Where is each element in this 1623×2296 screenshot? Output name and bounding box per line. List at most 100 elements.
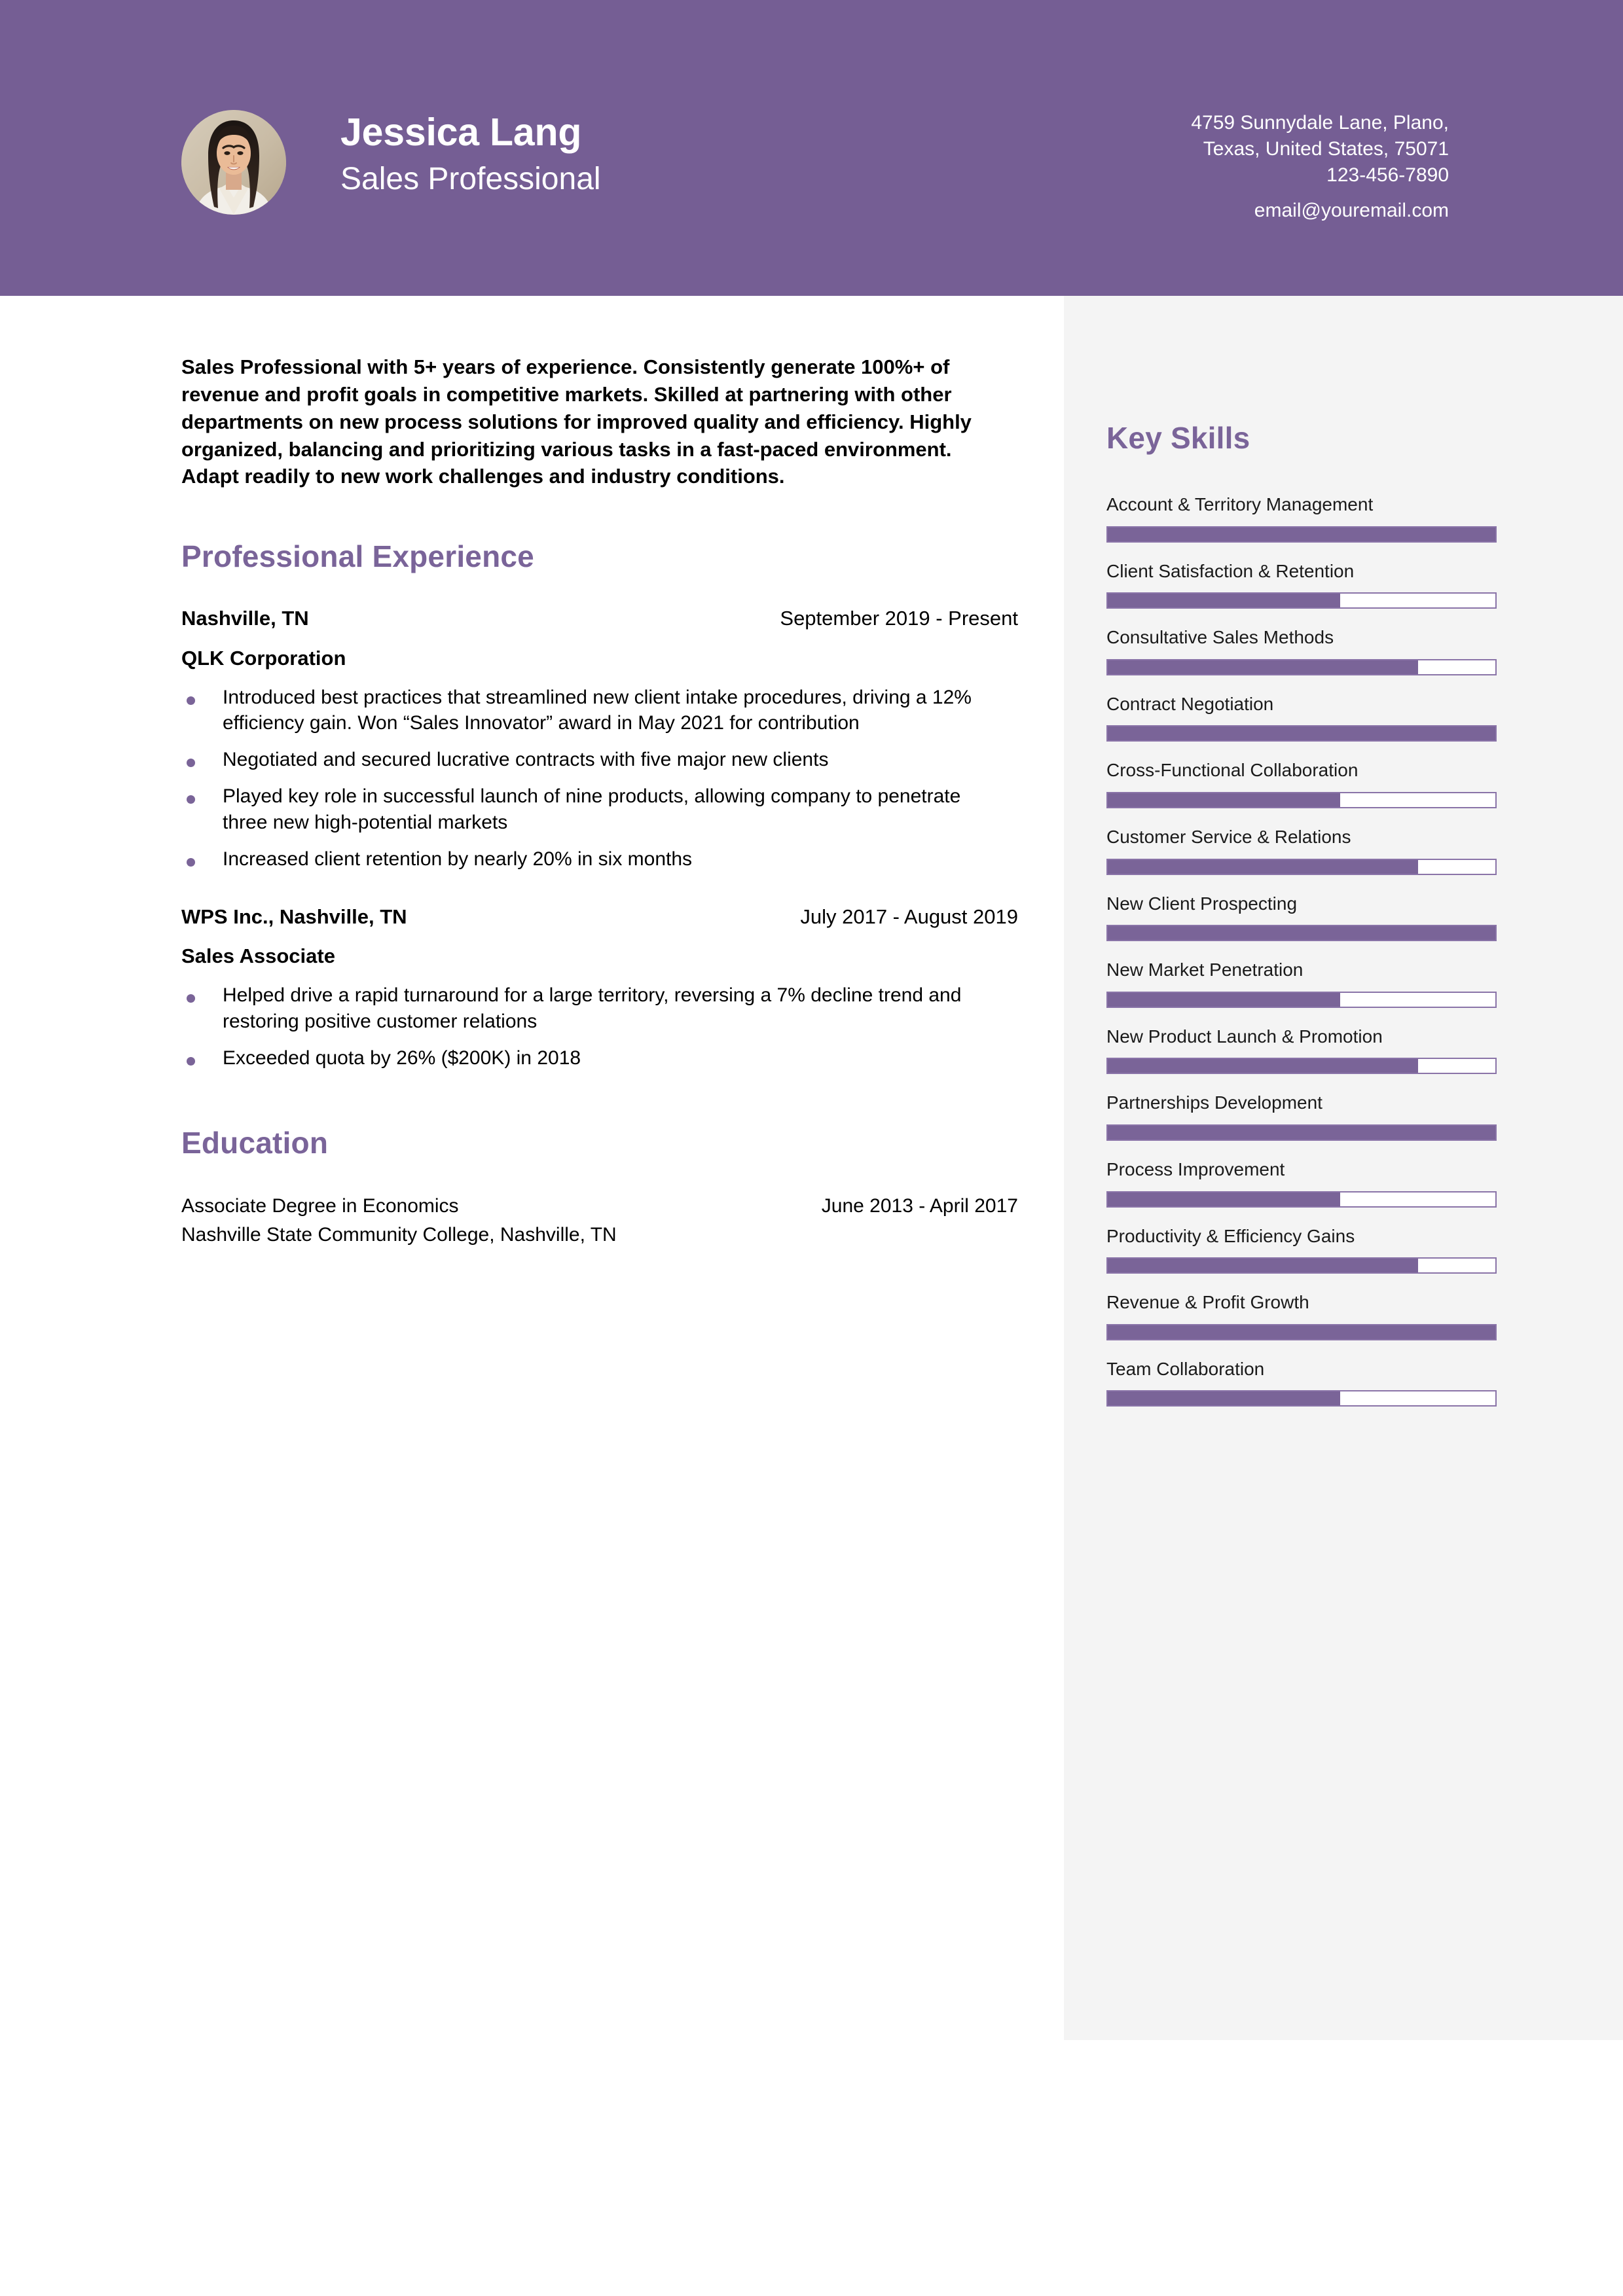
job-header-row: WPS Inc., Nashville, TN July 2017 - Augus… (181, 904, 1018, 930)
skill-item: Productivity & Efficiency Gains (1106, 1225, 1506, 1274)
skill-level-fill (1108, 926, 1495, 941)
list-item: Negotiated and secured lucrative contrac… (181, 747, 993, 773)
skill-label: New Client Prospecting (1106, 893, 1298, 914)
education-entry: Associate Degree in Economics June 2013 -… (181, 1193, 1018, 1248)
skill-level-fill (1108, 1259, 1418, 1273)
skill-label: Team Collaboration (1106, 1358, 1265, 1379)
job-entry: Nashville, TN September 2019 - Present QLK… (181, 605, 1018, 872)
skill-level-bar (1106, 858, 1497, 875)
skill-level-bar (1106, 1323, 1497, 1340)
skill-level-fill (1108, 793, 1341, 807)
skill-level-fill (1108, 594, 1341, 608)
list-item: Played key role in successful launch of … (181, 783, 993, 836)
skill-item: Process Improvement (1106, 1158, 1506, 1208)
skill-level-fill (1108, 1059, 1418, 1073)
job-dates: September 2019 - Present (780, 607, 1018, 630)
address-line-1: 4759 Sunnydale Lane, Plano, (1191, 112, 1449, 134)
skill-label: Account & Territory Management (1106, 494, 1374, 514)
skill-level-fill (1108, 1325, 1495, 1339)
skill-item: New Market Penetration (1106, 959, 1506, 1008)
skill-item: Customer Service & Relations (1106, 826, 1506, 875)
skill-level-bar (1106, 925, 1497, 942)
page-title: Jessica Lang (340, 111, 582, 154)
skill-item: Consultative Sales Methods (1106, 626, 1506, 675)
job-dates: July 2017 - August 2019 (800, 905, 1018, 928)
job-title: Sales Associate (181, 944, 335, 968)
job-bullet-list: Helped drive a rapid turnaround for a la… (181, 982, 1018, 1071)
skill-level-bar (1106, 1257, 1497, 1274)
identity-block: Jessica Lang Sales Professional (340, 111, 601, 197)
key-skills-heading: Key Skills (1106, 421, 1250, 455)
skill-item: Partnerships Development (1106, 1092, 1506, 1141)
skill-label: Process Improvement (1106, 1158, 1285, 1179)
list-item: Increased client retention by nearly 20%… (181, 846, 993, 872)
contact-info: 4759 Sunnydale Lane, Plano, Texas, Unite… (991, 110, 1449, 224)
skill-level-bar (1106, 1191, 1497, 1208)
skill-label: Contract Negotiation (1106, 693, 1274, 714)
skill-level-fill (1108, 1125, 1495, 1139)
email-address[interactable]: email@youremail.com (1254, 199, 1449, 221)
key-skills-sidebar: Key Skills Account & Territory Managemen… (1064, 296, 1623, 2040)
skill-label: Customer Service & Relations (1106, 826, 1351, 847)
job-entry: WPS Inc., Nashville, TN July 2017 - Augus… (181, 904, 1018, 1071)
main-column: Sales Professional with 5+ years of expe… (181, 296, 1018, 1248)
portrait-photo-icon (181, 110, 286, 215)
skill-level-bar (1106, 526, 1497, 543)
list-item: Helped drive a rapid turnaround for a la… (181, 982, 993, 1035)
skill-item: Client Satisfaction & Retention (1106, 560, 1506, 609)
degree-name: Associate Degree in Economics (181, 1194, 459, 1217)
phone-number[interactable]: 123-456-7890 (1326, 164, 1449, 186)
school-name: Nashville State Community College, Nashv… (181, 1223, 617, 1246)
skills-list: Account & Territory Management Client Sat… (1106, 493, 1506, 1424)
skill-label: Consultative Sales Methods (1106, 627, 1334, 648)
jobs-list: Nashville, TN September 2019 - Present QLK… (181, 605, 1018, 1071)
skill-level-bar (1106, 791, 1497, 808)
skill-label: New Market Penetration (1106, 960, 1304, 980)
skill-level-fill (1108, 1391, 1341, 1406)
skill-level-fill (1108, 726, 1495, 741)
professional-summary: Sales Professional with 5+ years of expe… (181, 355, 972, 488)
job-title: QLK Corporation (181, 646, 346, 670)
job-header-row: Nashville, TN September 2019 - Present (181, 605, 1018, 632)
skill-item: Revenue & Profit Growth (1106, 1291, 1506, 1340)
job-bullet-list: Introduced best practices that streamlin… (181, 685, 1018, 872)
skill-item: Contract Negotiation (1106, 693, 1506, 742)
experience-heading: Professional Experience (181, 539, 534, 574)
skill-label: Revenue & Profit Growth (1106, 1292, 1309, 1313)
skill-level-fill (1108, 660, 1418, 674)
job-location: Nashville, TN (181, 607, 309, 630)
skill-level-bar (1106, 1390, 1497, 1407)
skill-level-fill (1108, 527, 1495, 541)
education-list: Associate Degree in Economics June 2013 -… (181, 1193, 1018, 1248)
skill-label: Productivity & Efficiency Gains (1106, 1225, 1355, 1246)
skill-level-fill (1108, 992, 1341, 1007)
address-line-2: Texas, United States, 75071 (1203, 137, 1449, 160)
skill-level-bar (1106, 592, 1497, 609)
skill-item: New Client Prospecting (1106, 893, 1506, 942)
education-dates: June 2013 - April 2017 (821, 1194, 1018, 1217)
skill-level-fill (1108, 1192, 1341, 1206)
skill-label: New Product Launch & Promotion (1106, 1026, 1383, 1047)
education-header-row: Associate Degree in Economics June 2013 -… (181, 1193, 1018, 1219)
job-role-subtitle: Sales Professional (340, 161, 601, 196)
skill-level-bar (1106, 658, 1497, 675)
list-item: Exceeded quota by 26% ($200K) in 2018 (181, 1045, 993, 1071)
skill-label: Client Satisfaction & Retention (1106, 560, 1355, 581)
skill-item: Team Collaboration (1106, 1358, 1506, 1407)
skill-item: New Product Launch & Promotion (1106, 1026, 1506, 1075)
education-heading: Education (181, 1125, 329, 1160)
skill-label: Partnerships Development (1106, 1092, 1322, 1113)
avatar (181, 110, 286, 215)
skill-level-bar (1106, 991, 1497, 1008)
education-section: Education Associate Degree in Economics J… (181, 1125, 1018, 1248)
skill-item: Account & Territory Management (1106, 493, 1506, 543)
job-location: WPS Inc., Nashville, TN (181, 905, 407, 928)
resume-header: Jessica Lang Sales Professional 4759 Sun… (0, 0, 1623, 296)
skill-level-fill (1108, 859, 1418, 874)
skill-level-bar (1106, 1058, 1497, 1075)
experience-section: Professional Experience Nashville, TN Sep… (181, 539, 1018, 1071)
skill-level-bar (1106, 1124, 1497, 1141)
list-item: Introduced best practices that streamlin… (181, 685, 993, 737)
skill-item: Cross-Functional Collaboration (1106, 759, 1506, 808)
